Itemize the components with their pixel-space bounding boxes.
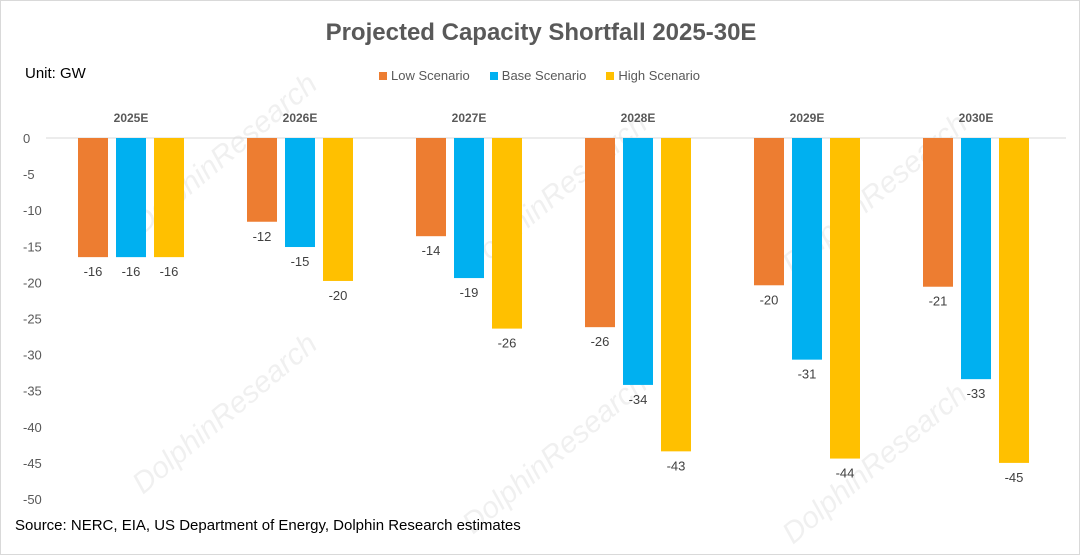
bar-low-scenario xyxy=(416,138,446,237)
data-label: -16 xyxy=(122,264,141,279)
data-label: -16 xyxy=(160,264,179,279)
data-label: -44 xyxy=(836,466,855,481)
category-label: 2030E xyxy=(959,111,994,125)
y-tick-label: -20 xyxy=(23,275,42,290)
bar-base-scenario xyxy=(623,138,653,385)
category-label: 2029E xyxy=(790,111,825,125)
watermark: DolphinResearch xyxy=(456,367,654,540)
data-label: -14 xyxy=(422,243,441,258)
data-label: -20 xyxy=(329,288,348,303)
y-tick-label: -45 xyxy=(23,456,42,471)
category-label: 2028E xyxy=(621,111,656,125)
bar-low-scenario xyxy=(78,138,108,258)
source-note: Source: NERC, EIA, US Department of Ener… xyxy=(15,517,521,534)
data-label: -43 xyxy=(667,458,686,473)
bar-low-scenario xyxy=(247,138,277,222)
legend-item-base: Base Scenario xyxy=(489,68,587,83)
y-tick-label: -10 xyxy=(23,203,42,218)
legend-item-high: High Scenario xyxy=(606,68,700,83)
legend-label: High Scenario xyxy=(618,68,700,83)
bar-high-scenario xyxy=(154,138,184,258)
data-label: -45 xyxy=(1005,470,1024,485)
unit-label: Unit: GW xyxy=(25,65,86,82)
data-label: -12 xyxy=(253,229,272,244)
data-label: -20 xyxy=(760,292,779,307)
bar-high-scenario xyxy=(830,138,860,459)
legend-label: Low Scenario xyxy=(391,68,470,83)
bar-base-scenario xyxy=(454,138,484,279)
data-label: -19 xyxy=(460,285,479,300)
legend-swatch xyxy=(489,71,498,80)
data-label: -33 xyxy=(967,386,986,401)
watermark: DolphinResearch xyxy=(776,377,974,550)
y-tick-label: -40 xyxy=(23,420,42,435)
bar-base-scenario xyxy=(116,138,146,258)
bar-high-scenario xyxy=(661,138,691,452)
bar-high-scenario xyxy=(323,138,353,281)
legend: Low Scenario Base Scenario High Scenario xyxy=(379,68,700,83)
data-label: -21 xyxy=(929,294,948,309)
category-label: 2025E xyxy=(114,111,149,125)
bar-low-scenario xyxy=(585,138,615,328)
bar-base-scenario xyxy=(961,138,991,380)
y-tick-label: 0 xyxy=(23,131,30,146)
legend-swatch xyxy=(606,71,615,80)
bar-low-scenario xyxy=(923,138,953,287)
data-label: -34 xyxy=(629,392,648,407)
data-label: -16 xyxy=(84,264,103,279)
bar-high-scenario xyxy=(492,138,522,329)
category-label: 2027E xyxy=(452,111,487,125)
data-label: -15 xyxy=(291,254,310,269)
watermark: DolphinResearch xyxy=(126,327,324,500)
bar-base-scenario xyxy=(285,138,315,248)
y-tick-label: -35 xyxy=(23,384,42,399)
data-label: -31 xyxy=(798,367,817,382)
y-tick-label: -5 xyxy=(23,167,35,182)
legend-swatch xyxy=(379,71,387,80)
y-tick-label: -15 xyxy=(23,239,42,254)
y-tick-label: -30 xyxy=(23,348,42,363)
data-label: -26 xyxy=(498,336,517,351)
data-label: -26 xyxy=(591,334,610,349)
legend-label: Base Scenario xyxy=(501,68,587,83)
bar-base-scenario xyxy=(792,138,822,360)
legend-item-low: Low Scenario xyxy=(379,68,470,83)
bar-low-scenario xyxy=(754,138,784,286)
category-label: 2026E xyxy=(283,111,318,125)
y-tick-label: -25 xyxy=(23,312,42,327)
bar-high-scenario xyxy=(999,138,1029,463)
y-tick-label: -50 xyxy=(23,492,42,507)
chart-title: Projected Capacity Shortfall 2025-30E xyxy=(325,19,757,46)
